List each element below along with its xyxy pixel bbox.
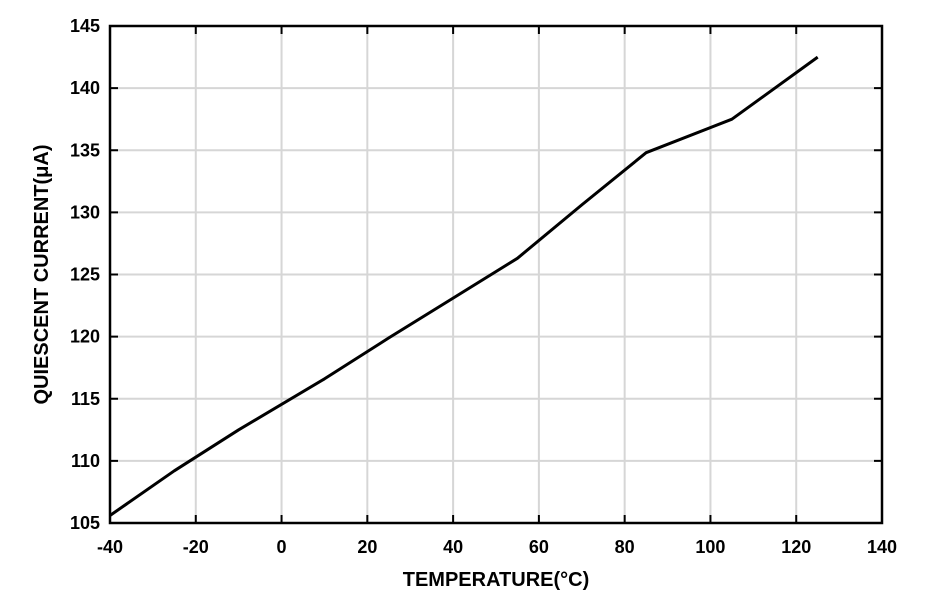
- grid: [109, 25, 883, 524]
- x-tick-label: 100: [695, 537, 725, 557]
- x-tick-label: 60: [529, 537, 549, 557]
- x-tick-label: -40: [97, 537, 123, 557]
- y-tick-label: 140: [70, 78, 100, 98]
- y-tick-label: 130: [70, 202, 100, 222]
- x-axis-label: TEMPERATURE(°C): [403, 569, 590, 591]
- y-tick-label: 110: [71, 451, 100, 471]
- x-tick-label: 20: [357, 537, 377, 557]
- y-tick-label: 145: [70, 16, 100, 36]
- y-tick-labels: 105 110 115 120 125 130 135 140 145: [70, 16, 100, 533]
- x-tick-labels: -40 -20 0 20 40 60 80 100 120 140: [97, 537, 897, 557]
- x-tick-label: 0: [277, 537, 287, 557]
- x-tick-label: 80: [615, 537, 635, 557]
- y-tick-label: 135: [70, 140, 100, 160]
- series-layer: [109, 55, 819, 517]
- y-tick-label: 115: [71, 389, 100, 409]
- y-tick-label: 105: [70, 513, 100, 533]
- series-line-0: [109, 55, 819, 517]
- x-tick-label: -20: [183, 537, 209, 557]
- y-tick-label: 125: [70, 265, 100, 285]
- x-tick-label: 120: [781, 537, 811, 557]
- y-axis-label: QUIESCENT CURRENT(μA): [31, 144, 53, 404]
- ticks: [109, 25, 883, 524]
- y-tick-label: 120: [70, 327, 100, 347]
- x-tick-label: 140: [867, 537, 897, 557]
- x-tick-label: 40: [443, 537, 463, 557]
